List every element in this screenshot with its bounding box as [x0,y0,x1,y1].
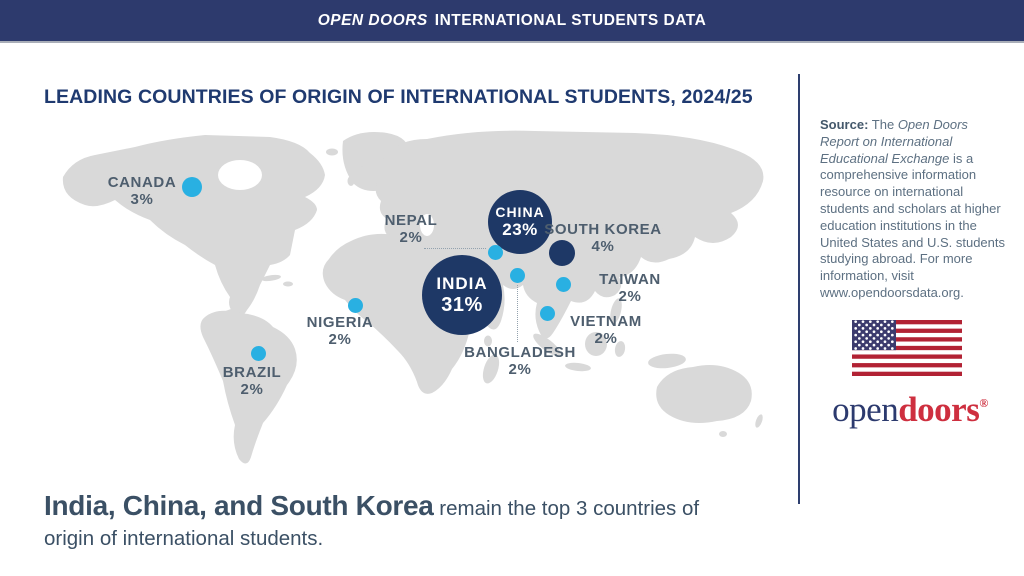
bubble-bangladesh [510,268,525,283]
top-banner: OPEN DOORS INTERNATIONAL STUDENTS DATA [0,0,1024,43]
bubble-brazil [251,346,266,361]
label-brazil: BRAZIL 2% [222,364,282,398]
headline: India, China, and South Korea remain the… [44,490,700,550]
logo-open: open [832,390,899,429]
bubble-india-name: INDIA [436,273,488,293]
bubble-taiwan [556,277,571,292]
bubble-china: CHINA 23% [488,190,552,254]
bubble-china-name: CHINA [495,204,545,220]
bubble-nepal [488,245,503,260]
label-bangladesh: BANGLADESH 2% [464,344,576,378]
banner-title-italic: OPEN DOORS [317,11,428,29]
vertical-divider [798,74,800,504]
source-text: Source: The Open Doors Report on Interna… [820,117,1005,300]
us-flag-icon [852,320,962,376]
bubble-south-korea [549,240,575,266]
bubble-canada [182,177,202,197]
opendoors-logo: opendoors® [810,390,1010,430]
label-taiwan: TAIWAN 2% [599,271,661,305]
bubble-china-pct: 23% [502,220,538,239]
page-title: LEADING COUNTRIES OF ORIGIN OF INTERNATI… [44,86,753,108]
label-canada: CANADA 3% [107,174,177,208]
bubble-vietnam [540,306,555,321]
label-vietnam: VIETNAM 2% [570,313,642,347]
label-nepal: NEPAL 2% [384,212,438,246]
label-nigeria: NIGERIA 2% [306,314,374,348]
logo-doors: doors [898,390,980,429]
label-south-korea: SOUTH KOREA 4% [544,221,662,255]
bubble-india: INDIA 31% [422,255,502,335]
bangladesh-leader-line [517,285,518,342]
logo-registered-mark: ® [979,396,988,410]
banner-title: INTERNATIONAL STUDENTS DATA [434,11,707,29]
bubble-india-pct: 31% [441,293,483,316]
nepal-leader-line [424,248,486,249]
bubble-nigeria [348,298,363,313]
